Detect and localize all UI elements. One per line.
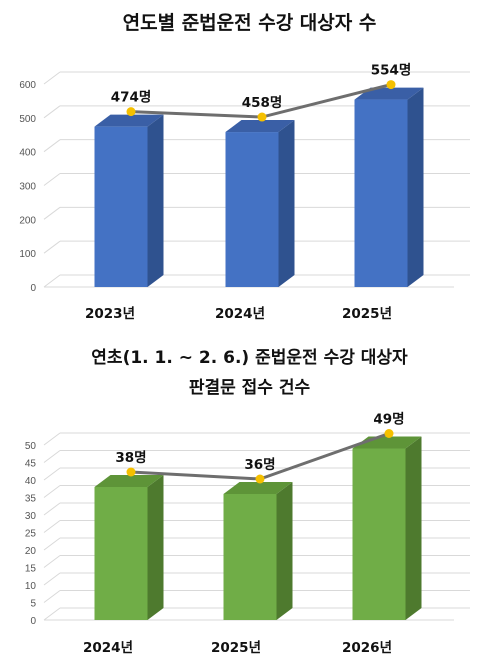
chart-1-title: 연도별 준법운전 수강 대상자 수 xyxy=(122,12,377,34)
chart-2-y-tick-label: 0 xyxy=(30,616,36,627)
chart-1-data-label: 554명 xyxy=(371,62,412,79)
chart-1-bar xyxy=(354,87,424,288)
chart-1-bar xyxy=(94,114,164,287)
chart-1-data-label: 474명 xyxy=(111,89,152,106)
chart-1-gridline-diag xyxy=(43,173,61,186)
chart-2-y-tick-label: 25 xyxy=(25,529,37,540)
chart-2-data-label: 38명 xyxy=(115,449,146,466)
chart-1-gridline-diag xyxy=(43,139,61,153)
chart-1-bar-top xyxy=(94,114,164,127)
chart-2-data-label: 49명 xyxy=(373,411,404,428)
chart-2-gridline-diag xyxy=(43,485,61,498)
chart-1-bar-side xyxy=(147,114,164,287)
chart-2-y-tick-label: 15 xyxy=(25,564,37,575)
chart-1-bar xyxy=(225,120,295,287)
chart-2-y-tick-label: 35 xyxy=(25,494,37,505)
chart-2-category-label: 2026년 xyxy=(342,640,392,656)
chart-2-gridline-diag xyxy=(43,555,61,568)
chart-2-y-tick-label: 30 xyxy=(25,511,37,522)
chart-1-gridline-diag xyxy=(43,240,61,254)
chart-2-data-marker xyxy=(255,474,265,484)
chart-2-bar-front xyxy=(223,494,277,620)
chart-1-y-tick-label: 300 xyxy=(19,182,36,193)
chart-1-bar-top xyxy=(225,120,295,133)
chart-1-y-tick-label: 100 xyxy=(19,249,36,260)
chart-2-title-line-2: 판결문 접수 건수 xyxy=(188,378,311,398)
chart-1-category-label: 2025년 xyxy=(342,306,392,322)
chart-1-gridline-diag xyxy=(43,105,61,119)
chart-2-bar-top xyxy=(223,482,293,494)
chart-1-data-label: 458명 xyxy=(242,94,283,111)
chart-2-gridline-diag xyxy=(43,432,61,446)
chart-2-y-tick-label: 10 xyxy=(25,581,37,592)
chart-2-category-label: 2025년 xyxy=(211,640,261,656)
chart-1-bar-side xyxy=(407,87,424,288)
chart-2-data-label: 36명 xyxy=(244,456,275,473)
chart-2-gridline-diag xyxy=(43,467,61,481)
chart-1-bar-front xyxy=(94,126,148,287)
chart-2-gridline-diag xyxy=(43,502,61,516)
chart-1-y-tick-label: 400 xyxy=(19,148,36,159)
chart-1-gridline-diag xyxy=(43,206,61,220)
chart-2-gridline-diag xyxy=(43,520,61,533)
chart-2-y-tick-label: 20 xyxy=(25,546,37,557)
chart-2-bar-side xyxy=(276,482,293,620)
chart-2-bar-top xyxy=(94,475,164,487)
chart-2-bar-side xyxy=(147,475,164,620)
chart-2-data-marker xyxy=(126,467,136,477)
chart-1-y-tick-label: 200 xyxy=(19,215,36,226)
chart-2-bar xyxy=(223,482,293,620)
chart-2-y-tick-label: 50 xyxy=(25,441,37,452)
chart-1-data-marker xyxy=(126,107,136,117)
chart-2-bar-side xyxy=(405,436,422,620)
chart-1-gridline-diag xyxy=(43,71,61,85)
chart-2-bar xyxy=(352,436,422,620)
chart-1-category-label: 2023년 xyxy=(85,306,135,322)
chart-2-y-tick-label: 5 xyxy=(30,599,36,610)
chart-1-bar-front xyxy=(354,99,408,288)
chart-2-bar-front xyxy=(352,448,406,620)
chart-2-gridline-diag xyxy=(43,537,61,551)
chart-2-gridline-diag xyxy=(43,590,61,603)
chart-1-y-tick-label: 600 xyxy=(19,80,36,91)
chart-2-gridline-diag xyxy=(43,607,61,621)
chart-2-bar xyxy=(94,475,164,620)
chart-2-data-marker xyxy=(384,429,394,438)
chart-2-gridline-diag xyxy=(43,572,61,586)
chart-2-y-tick-label: 45 xyxy=(25,459,37,470)
chart-1-category-label: 2024년 xyxy=(215,306,265,322)
chart-2-title-line-1: 연초(1. 1. ~ 2. 6.) 준법운전 수강 대상자 xyxy=(91,348,408,368)
chart-2-gridline-diag xyxy=(43,450,61,463)
chart-2-y-tick-label: 40 xyxy=(25,476,37,487)
chart-1-y-tick-label: 500 xyxy=(19,114,36,125)
chart-1-gridline-diag xyxy=(43,274,61,288)
chart-2-bar-front xyxy=(94,487,148,620)
chart-1-bar-front xyxy=(225,132,279,287)
chart-2-category-label: 2024년 xyxy=(83,640,133,656)
chart-1-y-tick-label: 0 xyxy=(30,283,36,294)
chart-1-data-marker xyxy=(257,112,267,122)
chart-1-data-marker xyxy=(386,80,396,90)
chart-1-bar-side xyxy=(278,120,295,287)
